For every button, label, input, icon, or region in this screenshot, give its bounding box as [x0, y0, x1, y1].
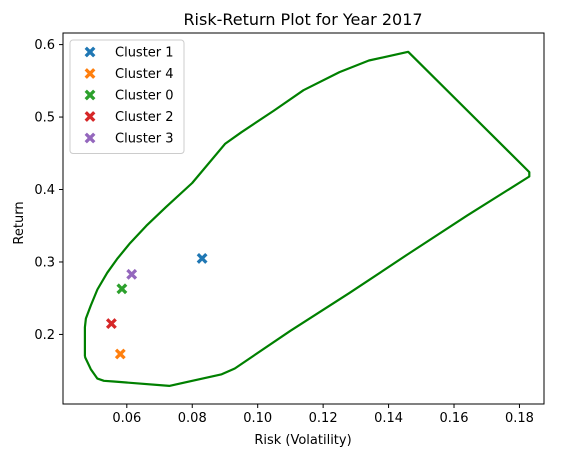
x-tick-label: 0.08 — [178, 411, 207, 426]
x-tick-label: 0.18 — [505, 411, 534, 426]
x-tick-label: 0.06 — [112, 411, 141, 426]
legend: Cluster 1 Cluster 4 Cluster 0 Cluster 2 Clus… — [70, 40, 184, 154]
legend-label: Cluster 4 — [115, 67, 174, 82]
legend-label: Cluster 2 — [115, 110, 174, 125]
legend-label: Cluster 0 — [115, 89, 174, 104]
y-tick-label: 0.6 — [34, 38, 55, 53]
x-tick-label: 0.12 — [309, 411, 338, 426]
y-tick-label: 0.2 — [34, 328, 55, 343]
x-axis-label: Risk (Volatility) — [254, 433, 351, 448]
legend-label: Cluster 1 — [115, 46, 174, 61]
y-axis-label: Return — [12, 201, 27, 244]
y-tick-label: 0.4 — [34, 183, 55, 198]
x-tick-label: 0.10 — [243, 411, 272, 426]
x-tick-label: 0.16 — [440, 411, 469, 426]
x-tick-label: 0.14 — [374, 411, 403, 426]
y-tick-label: 0.3 — [34, 255, 55, 270]
legend-label: Cluster 3 — [115, 132, 174, 147]
chart-title: Risk-Return Plot for Year 2017 — [183, 10, 422, 29]
y-tick-label: 0.5 — [34, 111, 55, 126]
